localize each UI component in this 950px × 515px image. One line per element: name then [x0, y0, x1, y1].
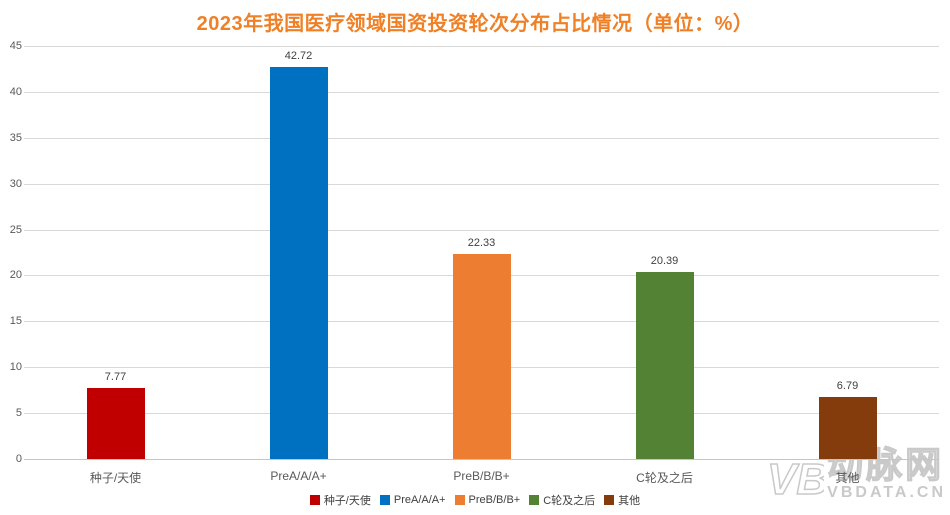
watermark-domain-text: VBDATA.CN [827, 484, 946, 501]
chart-title: 2023年我国医疗领域国资投资轮次分布占比情况（单位：%） [196, 13, 754, 35]
legend-marker [529, 495, 540, 505]
gridline [24, 229, 939, 231]
y-tick-label: 40 [9, 85, 22, 98]
x-axis-labels: 种子/天使 PreA/A/A+ PreB/B/B+ C轮及之后 其他 [24, 460, 939, 486]
bar-value-label: 20.39 [650, 254, 679, 267]
y-tick-label: 35 [9, 131, 22, 144]
legend-label: C轮及之后 [543, 495, 596, 507]
category-label: C轮及之后 [636, 471, 693, 485]
gridline [24, 91, 939, 93]
bar-column: 7.77 [24, 46, 207, 459]
gridline [24, 137, 939, 139]
plot-area: 7.77 42.72 22.33 20.39 6.79 [24, 46, 939, 460]
legend-item: 其他 [604, 492, 640, 508]
legend-item: PreB/B/B+ [454, 494, 521, 506]
y-tick-label: 20 [9, 269, 22, 282]
category-label: PreA/A/A+ [270, 469, 327, 483]
bar [452, 254, 511, 459]
bar [269, 66, 328, 459]
legend-marker [379, 495, 390, 505]
bar [86, 387, 145, 459]
y-tick-label: 45 [9, 40, 22, 52]
y-tick-label: 25 [9, 223, 22, 236]
y-tick-label: 5 [15, 407, 22, 420]
y-tick-label: 10 [9, 361, 22, 374]
y-tick-label: 30 [9, 177, 22, 190]
bar-column: 6.79 [756, 46, 939, 459]
category-label: 种子/天使 [89, 471, 142, 485]
gridline [24, 183, 939, 185]
category-label: PreB/B/B+ [453, 469, 510, 483]
y-tick-label: 15 [9, 315, 22, 328]
category-label: 其他 [835, 471, 860, 485]
y-axis-labels: 0 5 10 15 20 25 30 35 40 45 [0, 40, 22, 465]
vb-logo-icon: VB [766, 454, 824, 502]
y-tick-label: 0 [15, 453, 22, 465]
vb-logo-text: VB [767, 455, 824, 502]
bar-value-label: 7.77 [104, 370, 127, 383]
legend-item: 种子/天使 [309, 492, 371, 508]
legend-item: PreA/A/A+ [379, 494, 446, 506]
legend-label: PreA/A/A+ [393, 494, 446, 506]
legend-label: 其他 [618, 495, 641, 507]
bar-column: 22.33 [390, 46, 573, 459]
legend-label: 种子/天使 [323, 495, 371, 507]
legend-item: C轮及之后 [529, 492, 595, 508]
legend-marker [454, 495, 465, 505]
legend-marker [309, 495, 320, 505]
legend-label: PreB/B/B+ [468, 494, 521, 506]
bar-value-label: 6.79 [836, 379, 859, 392]
bars-row: 7.77 42.72 22.33 20.39 6.79 [24, 46, 939, 459]
bar [818, 396, 877, 459]
legend-marker [604, 495, 615, 505]
bar-value-label: 22.33 [467, 237, 496, 250]
bar-column: 20.39 [573, 46, 756, 459]
bar [635, 271, 694, 459]
gridline [24, 46, 939, 47]
legend: 种子/天使 PreA/A/A+ PreB/B/B+ C轮及之后 其他 [0, 492, 950, 508]
bar-value-label: 42.72 [284, 49, 313, 62]
bar-column: 42.72 [207, 46, 390, 459]
